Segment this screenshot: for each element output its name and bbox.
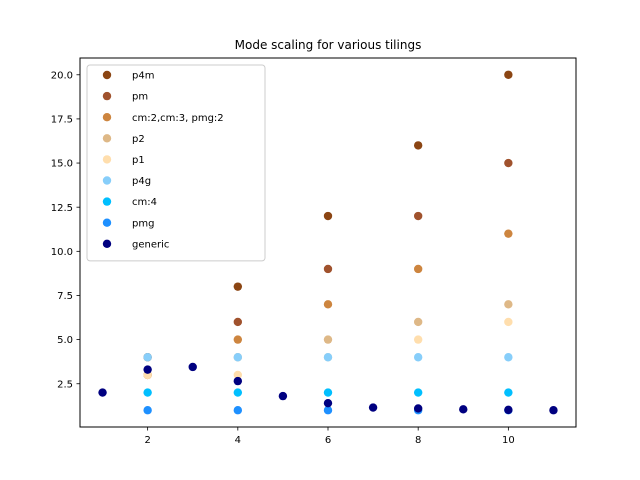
y-tick-label: 20.0 (51, 70, 73, 81)
x-tick-label: 6 (325, 435, 331, 446)
point-pm-1 (233, 317, 243, 327)
legend-label: pmg (132, 218, 154, 229)
legend-marker (102, 134, 112, 143)
point-p2-3 (413, 317, 423, 327)
point-pmg-2 (323, 406, 333, 415)
point-p1-4 (504, 317, 513, 327)
point-generic-6 (368, 403, 378, 412)
point-generic-2 (188, 362, 197, 372)
point-cm-2-cm-3-pmg-2-4 (504, 229, 513, 238)
point-p4g-1 (233, 353, 243, 362)
legend-marker (102, 218, 112, 227)
point-pmg-1 (233, 406, 243, 415)
point-pm-2 (323, 264, 333, 274)
y-tick-label: 2.5 (57, 379, 73, 390)
legend-label: p1 (132, 155, 145, 166)
point-generic-4 (278, 391, 288, 401)
legend-label: p4g (132, 176, 151, 187)
legend-label: pm (132, 92, 148, 103)
point-cm-2-cm-3-pmg-2-3 (413, 264, 423, 274)
legend-marker (102, 70, 112, 80)
point-cm-4-3 (413, 388, 423, 397)
point-p4g-4 (504, 353, 513, 362)
legend-marker (102, 91, 112, 101)
x-tick-label: 10 (502, 435, 515, 446)
legend-marker (102, 155, 112, 164)
legend-marker (102, 113, 112, 122)
point-cm-2-cm-3-pmg-2-1 (233, 335, 243, 344)
point-p4g-3 (413, 353, 423, 362)
point-generic-10 (549, 406, 558, 415)
y-tick-label: 17.5 (51, 115, 73, 126)
point-generic-8 (459, 405, 468, 414)
point-p4m-3 (413, 141, 423, 150)
legend: p4m pm cm:2,cm:3, pmg:2 p2 p1 p4g cm:4 pmg gener… (86, 64, 266, 262)
legend-box (86, 64, 266, 262)
chart-title: Mode scaling for various tilings (235, 38, 422, 52)
point-p4m-2 (323, 211, 333, 221)
legend-label: p2 (132, 134, 145, 145)
point-generic-7 (413, 404, 423, 413)
legend-marker (102, 239, 112, 248)
legend-label: generic (132, 239, 169, 250)
point-generic-9 (504, 405, 513, 415)
legend-marker (102, 197, 112, 206)
legend-label: p4m (132, 71, 154, 82)
point-pm-3 (413, 211, 423, 221)
point-cm-4-1 (233, 388, 243, 397)
point-p4m-4 (504, 70, 513, 79)
point-pmg-0 (143, 406, 152, 415)
point-p4m-1 (233, 282, 243, 291)
x-tick-label: 2 (144, 435, 150, 446)
y-tick-label: 7.5 (57, 291, 73, 302)
x-tick-label: 8 (415, 435, 421, 446)
y-tick-label: 10.0 (51, 247, 73, 258)
point-generic-5 (323, 398, 333, 408)
legend-label: cm:2,cm:3, pmg:2 (132, 113, 224, 124)
x-axis: 2 4 6 8 10 (144, 427, 515, 446)
legend-label: cm:4 (132, 197, 157, 208)
x-tick-label: 4 (235, 435, 241, 446)
point-cm-4-0 (143, 388, 152, 397)
point-p2-2 (323, 335, 333, 344)
point-p1-1 (233, 370, 243, 380)
point-p2-4 (504, 300, 513, 309)
y-tick-label: 15.0 (51, 159, 73, 170)
point-p1-3 (413, 335, 423, 344)
point-pm-4 (504, 158, 513, 168)
y-tick-label: 5.0 (57, 335, 73, 346)
point-generic-3 (233, 376, 243, 386)
y-tick-label: 12.5 (51, 203, 73, 214)
data-points (98, 70, 558, 415)
legend-marker (102, 176, 112, 185)
point-generic-0 (98, 388, 107, 397)
point-cm-2-cm-3-pmg-2-2 (323, 300, 333, 309)
point-cm-4-4 (504, 388, 513, 397)
point-cm-4-2 (323, 388, 333, 397)
point-generic-1 (143, 365, 152, 374)
point-p4g-0 (143, 353, 152, 362)
y-axis: 2.5 5.0 7.5 10.0 12.5 15.0 17.5 20.0 (51, 70, 80, 390)
point-p4g-2 (323, 353, 333, 362)
